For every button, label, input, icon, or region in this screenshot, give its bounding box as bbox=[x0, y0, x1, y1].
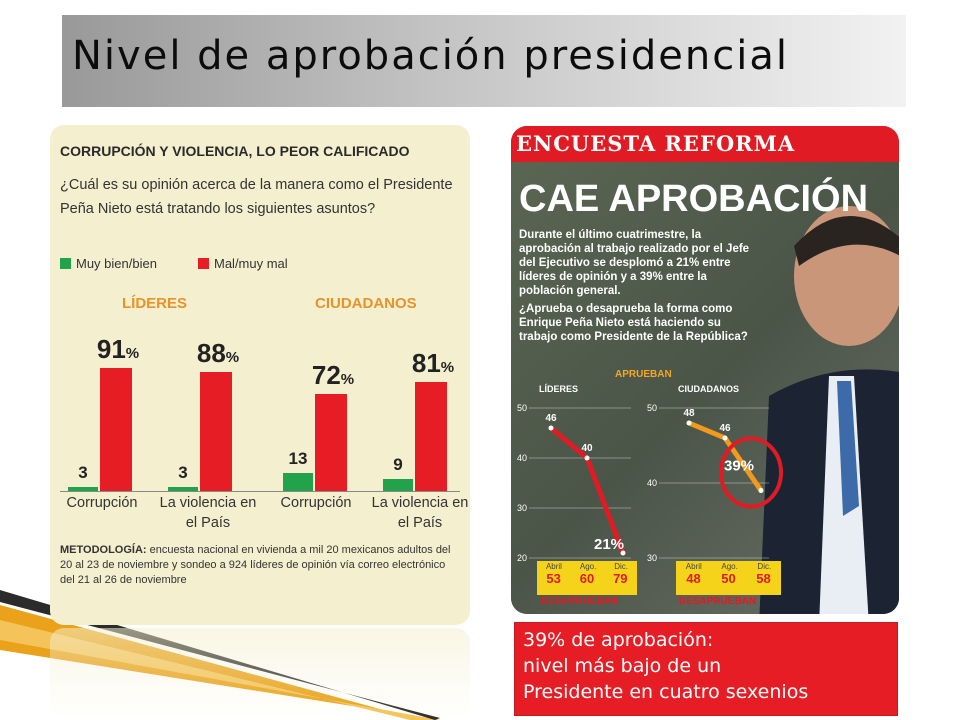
desaprueban-value: 53 bbox=[546, 571, 561, 586]
bar-muy-bien bbox=[283, 473, 313, 491]
desaprueban-label: DESAPRUEBAN bbox=[541, 596, 619, 607]
bar-value-label: 9 bbox=[393, 454, 403, 474]
data-label: 40 bbox=[581, 443, 593, 454]
legend-swatch-red bbox=[198, 258, 209, 269]
aprueban-label: APRUEBAN bbox=[615, 369, 672, 380]
desaprueban-lideres-box: Abril Ago. Dic. 53 60 79 bbox=[537, 561, 637, 595]
month-label: Ago. bbox=[721, 562, 738, 571]
legend-label-green: Muy bien/bien bbox=[76, 256, 157, 271]
bar-value-label: 72% bbox=[311, 359, 355, 390]
legend-label-red: Mal/muy mal bbox=[214, 256, 288, 271]
president-photo bbox=[759, 206, 899, 614]
data-label: 21% bbox=[594, 536, 624, 553]
highlight-circle bbox=[719, 436, 783, 509]
data-point bbox=[686, 420, 692, 426]
caption-line: 39% de aprobación: bbox=[523, 629, 714, 651]
question-text: ¿Aprueba o desaprueba la forma como Enri… bbox=[519, 303, 748, 343]
banner-text: ENCUESTA REFORMA bbox=[516, 131, 796, 156]
bar-mal bbox=[200, 372, 232, 491]
bar-value-label: 91% bbox=[96, 334, 140, 365]
title-bar: Nivel de aprobación presidencial bbox=[62, 15, 906, 107]
caption-line: Presidente en cuatro sexenios bbox=[523, 681, 809, 703]
lideres-label: LÍDERES bbox=[539, 384, 579, 394]
ciudadanos-label: CIUDADANOS bbox=[678, 384, 740, 394]
methodology-note: METODOLOGÍA: encuesta nacional en vivien… bbox=[60, 543, 460, 588]
chart-question: ¿Cuál es su opinión acerca de la manera … bbox=[60, 177, 453, 217]
bar-value-label: 88% bbox=[196, 338, 240, 369]
data-point bbox=[620, 550, 626, 556]
bar-muy-bien bbox=[383, 478, 413, 491]
banner: ENCUESTA REFORMA bbox=[511, 126, 899, 162]
group-label-lideres: LÍDERES bbox=[122, 295, 188, 312]
bar-value-label: 81% bbox=[411, 347, 455, 378]
data-point bbox=[722, 435, 728, 441]
bar-muy-bien bbox=[68, 486, 98, 491]
tick-label: 50 bbox=[647, 403, 657, 413]
data-label: 46 bbox=[545, 413, 557, 424]
tick-label: 30 bbox=[517, 503, 527, 513]
desaprueban-ciudadanos-box: Abril Ago. Dic. 48 50 58 bbox=[676, 561, 781, 595]
panel-reflection bbox=[50, 628, 470, 720]
bar-chart: 3 91% 3 88% 13 72% 9 81% bbox=[50, 125, 470, 625]
caption-line: nivel más bajo de un bbox=[523, 655, 722, 677]
tick-label: 50 bbox=[517, 403, 527, 413]
bar-muy-bien bbox=[168, 486, 198, 491]
category-label: La violencia en el País bbox=[371, 495, 469, 531]
caption-box: 39% de aprobación: nivel más bajo de un … bbox=[514, 622, 898, 716]
chart-heading: CORRUPCIÓN Y VIOLENCIA, LO PEOR CALIFICA… bbox=[60, 143, 410, 159]
tick-label: 40 bbox=[517, 453, 527, 463]
methodology-label: METODOLOGÍA: bbox=[60, 544, 147, 556]
summary-text: Durante el último cuatrimestre, la aprob… bbox=[519, 229, 750, 297]
desaprueban-label: DESAPRUEBAN bbox=[679, 596, 757, 607]
data-point bbox=[584, 455, 590, 461]
month-label: Abril bbox=[545, 562, 562, 571]
data-label: 48 bbox=[683, 408, 695, 419]
bar-value-label: 13 bbox=[288, 449, 308, 469]
desaprueban-value: 48 bbox=[686, 571, 701, 586]
tick-label: 20 bbox=[517, 553, 527, 563]
legend-item-green: Muy bien/bien bbox=[60, 256, 157, 271]
desaprueban-value: 50 bbox=[721, 571, 736, 586]
desaprueban-value: 79 bbox=[613, 571, 628, 586]
month-label: Abril bbox=[685, 562, 702, 571]
slide-title: Nivel de aprobación presidencial bbox=[72, 33, 789, 79]
legend-item-red: Mal/muy mal bbox=[198, 256, 288, 271]
data-point bbox=[758, 488, 764, 493]
month-label: Dic. bbox=[614, 562, 629, 571]
bar-value-label: 3 bbox=[78, 462, 88, 482]
month-label: Ago. bbox=[579, 562, 597, 571]
category-label: Corrupción bbox=[66, 495, 138, 511]
data-point bbox=[548, 425, 554, 431]
headline: CAE APROBACIÓN bbox=[519, 178, 869, 220]
month-label: Dic. bbox=[757, 562, 772, 571]
bar-mal bbox=[315, 393, 347, 491]
reforma-infographic: ENCUESTA REFORMA CAE APROBACIÓN Durante … bbox=[511, 126, 899, 614]
category-label: Corrupción bbox=[280, 495, 352, 511]
data-label: 46 bbox=[719, 423, 731, 434]
category-label: La violencia en el País bbox=[159, 495, 257, 531]
bar-mal bbox=[100, 368, 132, 491]
desaprueban-value: 60 bbox=[579, 571, 595, 586]
group-label-ciudadanos: CIUDADANOS bbox=[315, 295, 417, 312]
tick-label: 40 bbox=[647, 478, 657, 488]
bar-value-label: 3 bbox=[178, 462, 188, 482]
chart-baseline bbox=[60, 491, 460, 492]
left-chart-panel: CORRUPCIÓN Y VIOLENCIA, LO PEOR CALIFICA… bbox=[50, 125, 470, 625]
data-label: 39% bbox=[724, 458, 754, 475]
methodology-text: encuesta nacional en vivienda a mil 20 m… bbox=[60, 544, 451, 586]
tick-label: 30 bbox=[647, 553, 657, 563]
bar-mal bbox=[415, 381, 447, 491]
desaprueban-value: 58 bbox=[756, 571, 771, 586]
legend-swatch-green bbox=[60, 258, 71, 269]
line-charts: 20 30 40 50 46 40 21% 30 40 50 48 46 39% bbox=[517, 403, 783, 563]
